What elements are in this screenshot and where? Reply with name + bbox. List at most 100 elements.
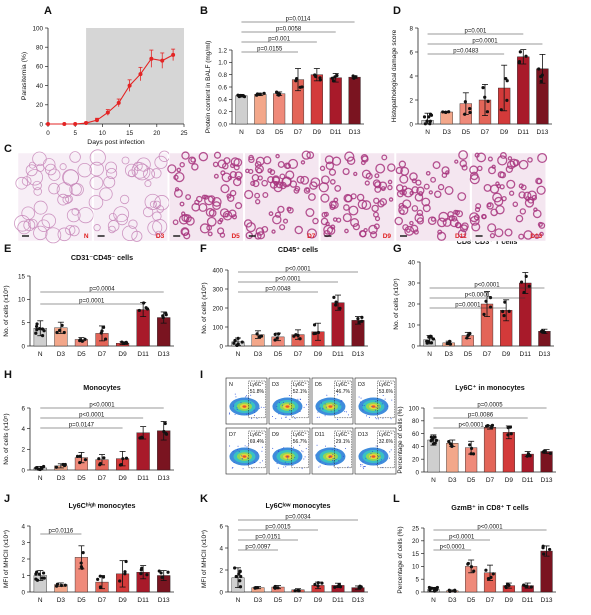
data-point <box>501 309 505 314</box>
data-point <box>517 61 521 65</box>
data-point <box>78 454 82 458</box>
alveolar-wall <box>173 188 183 198</box>
data-point <box>293 589 297 593</box>
alveolar-wall <box>416 217 424 225</box>
data-point <box>539 79 543 83</box>
y-tick-label: 200 <box>212 305 223 312</box>
alveolar-wall <box>361 200 372 211</box>
x-tick-label: D3 <box>57 597 66 604</box>
data-point <box>468 110 472 115</box>
data-point <box>273 332 277 336</box>
x-tick-label: D3 <box>448 597 457 604</box>
event-dot <box>365 457 367 459</box>
alveolar-wall <box>198 151 209 162</box>
data-point <box>448 339 452 343</box>
data-point <box>78 460 82 465</box>
event-dot <box>256 417 258 419</box>
data-point <box>275 91 279 95</box>
alveolar-wall <box>508 190 515 196</box>
event-dot <box>360 463 362 465</box>
alveolar-wall <box>69 151 81 163</box>
data-point <box>432 589 437 593</box>
flow-plot-day-label: D3 <box>272 382 279 388</box>
alveolar-wall <box>360 160 366 166</box>
event-dot <box>256 452 258 454</box>
alveolar-wall <box>222 210 233 221</box>
data-point <box>433 441 437 445</box>
alveolar-wall <box>248 156 255 164</box>
y-tick-label: 20 <box>408 301 416 308</box>
alveolar-wall <box>411 186 419 194</box>
x-tick-label: D9 <box>118 351 127 358</box>
alveolar-wall <box>207 231 213 237</box>
data-point <box>527 284 531 288</box>
alveolar-wall <box>106 168 118 180</box>
flow-gate-percent: 53.6% <box>379 389 394 395</box>
alveolar-wall <box>283 162 291 170</box>
y-axis-label: MFI of MHCII (x10⁴) <box>201 530 208 588</box>
gate <box>334 380 353 419</box>
alveolar-wall <box>411 205 419 212</box>
data-point <box>237 572 241 576</box>
event-dot <box>284 416 286 418</box>
alveolar-wall <box>306 228 318 239</box>
data-point <box>486 577 491 581</box>
alveolar-wall <box>179 201 185 207</box>
event-dot <box>260 406 262 408</box>
event-dot <box>360 465 362 467</box>
event-dot <box>299 411 301 413</box>
data-point <box>548 451 553 456</box>
data-point <box>499 108 503 112</box>
event-dot <box>240 402 242 404</box>
y-tick-label: 20 <box>412 538 420 545</box>
alveolar-wall <box>312 217 319 225</box>
alveolar-wall <box>374 216 381 222</box>
alveolar-wall <box>369 231 378 239</box>
alveolar-wall <box>206 224 213 231</box>
p-value-label: p=0.0086 <box>468 412 494 418</box>
data-point <box>422 115 427 119</box>
data-point <box>35 322 39 326</box>
x-tick-label: N <box>239 129 244 136</box>
alveolar-wall <box>320 217 329 226</box>
alveolar-wall <box>527 196 535 204</box>
alveolar-wall <box>404 225 415 236</box>
event-dot <box>360 397 362 399</box>
data-point <box>297 589 301 593</box>
event-dot <box>315 454 317 456</box>
flow-plot-d13: D13 Ly6C⁺32.6% <box>354 427 397 475</box>
alveolar-wall <box>436 217 447 228</box>
data-point <box>433 435 437 439</box>
data-point <box>352 75 357 79</box>
gate <box>334 430 353 469</box>
event-dot <box>294 417 296 419</box>
alveolar-wall <box>509 158 519 168</box>
y-tick-label: 4 <box>21 523 25 530</box>
alveolar-wall <box>365 172 373 180</box>
x-tick-label: D5 <box>462 129 471 136</box>
histology-image-n: N <box>14 151 94 244</box>
x-tick-label: D9 <box>313 129 322 136</box>
data-point <box>448 442 453 446</box>
alveolar-wall <box>220 184 230 194</box>
y-axis-label: Histopathological damage score <box>391 29 398 122</box>
x-tick-label: D13 <box>536 129 548 136</box>
event-dot <box>340 401 342 403</box>
alveolar-wall <box>89 161 104 177</box>
alveolar-wall <box>144 193 161 210</box>
alveolar-wall <box>248 168 254 175</box>
alveolar-wall <box>99 187 113 201</box>
alveolar-wall <box>396 184 404 192</box>
event-dot <box>316 444 318 446</box>
alveolar-wall <box>334 184 342 192</box>
y-tick-label: 2 <box>21 447 25 454</box>
alveolar-wall <box>489 233 496 239</box>
data-point <box>121 457 125 461</box>
event-dot <box>299 398 301 400</box>
x-tick-label: D13 <box>158 351 170 358</box>
p-value-label: p<0.0001 <box>474 282 500 288</box>
event-dot <box>293 446 295 448</box>
data-point <box>518 50 522 54</box>
alveolar-wall <box>515 214 524 223</box>
